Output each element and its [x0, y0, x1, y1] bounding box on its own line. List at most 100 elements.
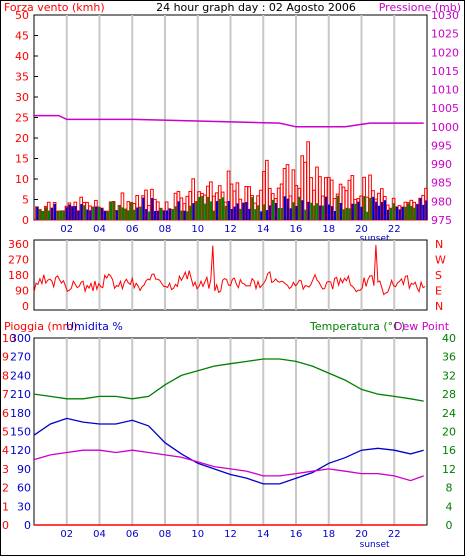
wind-gust-bar: [139, 207, 142, 220]
wind-tick-label: 25: [15, 112, 29, 125]
wind-gust-bar: [130, 202, 133, 220]
wind-gust-bar: [419, 198, 422, 220]
x-tick-label: 16: [290, 529, 303, 540]
direction-grid: [65, 240, 396, 310]
wind-gust-bar: [239, 208, 242, 220]
wind-gust-bar: [127, 210, 130, 220]
wind-gust-bar: [254, 209, 257, 220]
wind-gust-bar: [324, 196, 328, 220]
wind-gust-bar: [148, 211, 151, 220]
x-tick-label: 04: [93, 224, 106, 235]
pressure-line: [34, 114, 424, 128]
wind-gust-bar: [357, 201, 360, 220]
wind-gust-bar: [177, 201, 180, 220]
wind-tick-label: 30: [15, 91, 29, 104]
wind-gust-bar: [322, 205, 325, 220]
wind-gust-bar: [180, 210, 183, 220]
wind-gust-bar: [47, 210, 51, 220]
wind-gust-bar: [224, 205, 227, 220]
rain-tick-label: 5: [2, 426, 9, 439]
humidity-tick-label: 210: [10, 388, 31, 401]
wind-gust-bar: [389, 208, 392, 220]
rain-tick-label: 9: [2, 351, 9, 364]
temperature-tick-label: 16: [442, 444, 456, 457]
x-tick-label: 08: [159, 224, 172, 235]
wind-gust-bar: [236, 203, 239, 220]
compass-label: S: [435, 269, 442, 282]
wind-gust-bar: [145, 209, 148, 220]
humidity-y-ticks: 0 30 60 90 120 150 180 210 240 270 300: [10, 332, 31, 532]
direction-tick-label: 0: [22, 300, 29, 313]
wind-gust-bar: [162, 210, 166, 220]
wind-gust-bar: [248, 208, 251, 220]
wind-gust-bar: [410, 205, 413, 220]
temperature-series: [33, 358, 424, 402]
rain-tick-label: 8: [2, 369, 9, 382]
pressure-tick-label: 1020: [431, 46, 459, 59]
pressure-tick-label: 985: [431, 177, 452, 190]
wind-gust-bar: [319, 205, 322, 220]
wind-gust-bar: [298, 196, 301, 220]
wind-gust-bar: [44, 207, 48, 220]
x-tick-label: 06: [126, 224, 139, 235]
wind-tick-label: 45: [15, 30, 29, 43]
rain-tick-label: 2: [2, 482, 9, 495]
temperature-tick-label: 24: [442, 407, 456, 420]
temperature-tick-label: 8: [446, 482, 453, 495]
humidity-tick-label: 0: [24, 519, 31, 532]
wind-tick-label: 5: [22, 194, 29, 207]
x-tick-label: 18: [322, 529, 335, 540]
temperature-tick-label: 40: [442, 332, 456, 345]
wind-direction-bars: [36, 195, 428, 220]
wind-gust-bar: [372, 196, 375, 220]
temperature-tick-label: 32: [442, 369, 456, 382]
temperature-lines: [33, 358, 424, 526]
wind-gust-bar: [186, 211, 189, 220]
wind-gust-bar: [154, 210, 157, 220]
temperature-grid: [65, 338, 396, 525]
wind-gust-bar: [124, 209, 127, 220]
x-tick-label: 12: [224, 529, 237, 540]
wind-gust-bar: [348, 208, 351, 220]
x-tick-label: 20: [355, 224, 368, 235]
wind-gust-bar: [378, 205, 381, 220]
wind-gust-bar: [207, 196, 210, 220]
direction-tick-label: 360: [8, 238, 29, 251]
wind-gust-bar: [115, 210, 118, 220]
temperature-tick-label: 28: [442, 388, 456, 401]
pressure-tick-label: 975: [431, 214, 452, 227]
pressure-tick-label: 1015: [431, 65, 459, 78]
wind-gust-bar: [109, 201, 112, 220]
wind-gust-bar: [263, 204, 266, 220]
wind-gust-bar: [210, 201, 213, 220]
wind-gust-bar: [266, 210, 269, 220]
direction-y-ticks: 0 90 180 270 360: [8, 238, 29, 313]
wind-gust-bar: [401, 207, 404, 220]
wind-gust-bar: [215, 201, 219, 220]
wind-gust-bar: [136, 207, 139, 220]
wind-gust-bar: [351, 203, 354, 220]
wind-gust-bar: [92, 207, 95, 220]
pressure-tick-label: 1030: [431, 9, 459, 22]
rain-tick-label: 1: [2, 500, 9, 513]
wind-gust-bar: [363, 196, 366, 220]
temperature-y-ticks: 0 4 8 12 16 20 24 28 32 36 40: [442, 332, 456, 532]
wind-gust-bar: [221, 197, 224, 220]
direction-series: [33, 244, 426, 296]
pressure-tick-label: 990: [431, 158, 452, 171]
direction-tick-label: 270: [8, 254, 29, 267]
rain-tick-label: 0: [2, 519, 9, 532]
wind-gust-bar: [59, 210, 62, 220]
humidity-tick-label: 30: [17, 500, 31, 513]
wind-gust-bar: [277, 207, 280, 220]
wind-gust-bar: [295, 206, 298, 220]
pressure-tick-label: 980: [431, 195, 452, 208]
pressure-axis-label: Pressione (mb): [379, 1, 461, 14]
x-tick-label: 22: [388, 224, 401, 235]
temperature-tick-label: 4: [446, 500, 453, 513]
direction-tick-label: 90: [15, 285, 29, 298]
compass-label: W: [435, 254, 446, 267]
dew-point-axis-label: Dew Point: [394, 320, 450, 333]
